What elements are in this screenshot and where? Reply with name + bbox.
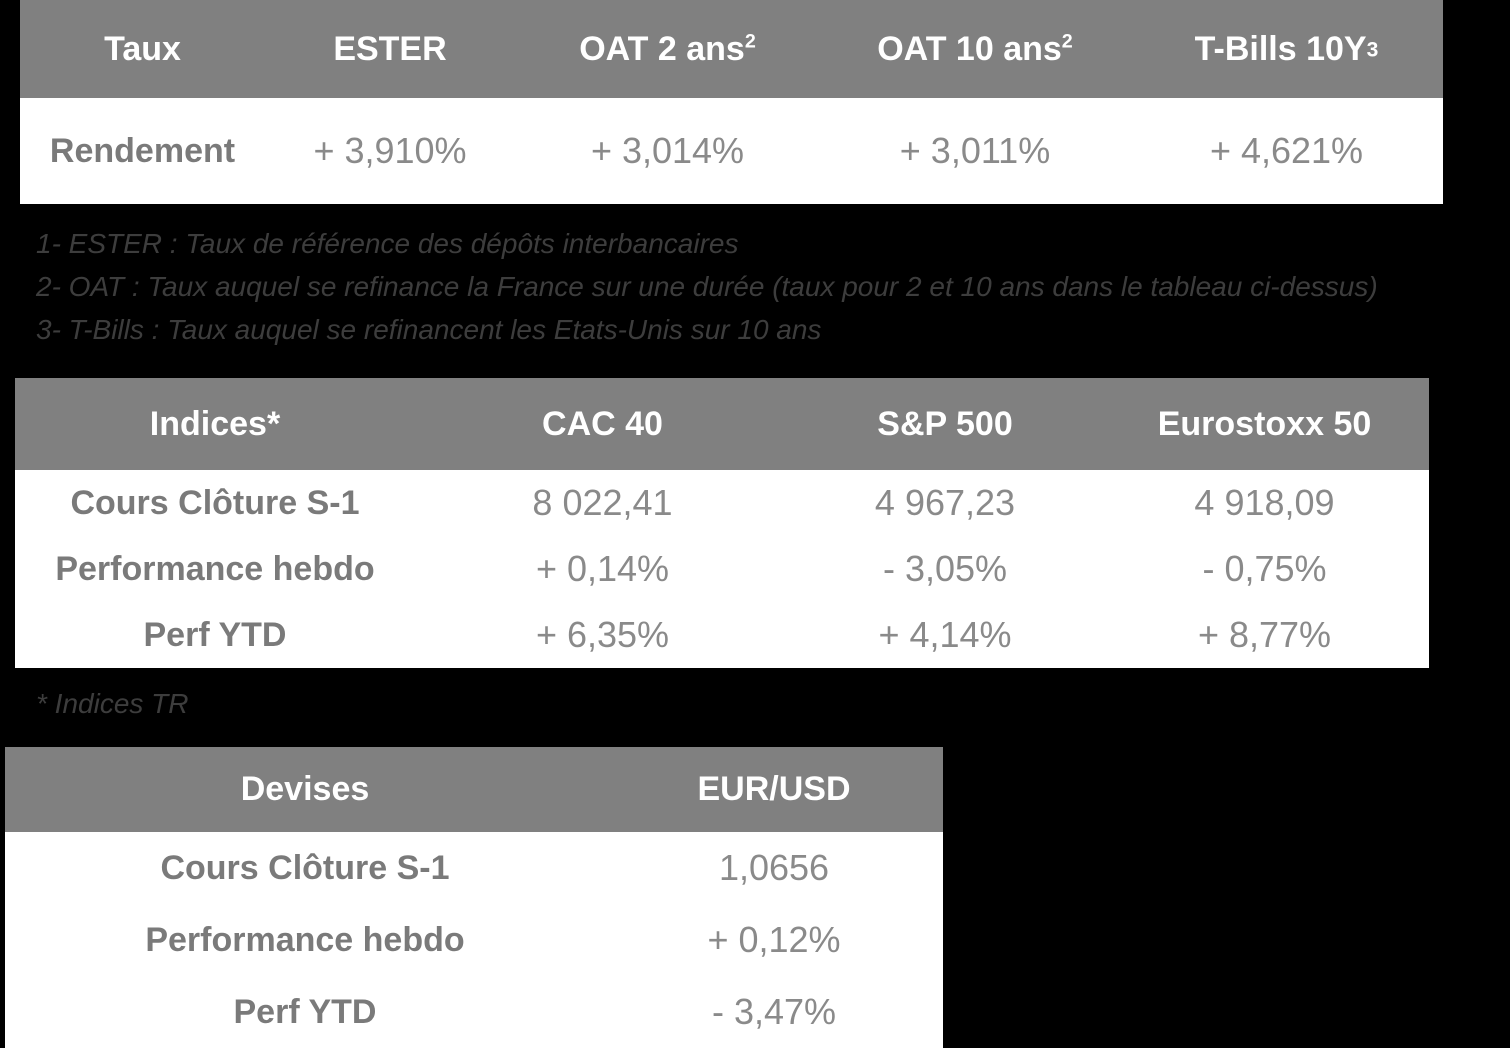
table-row: Performance hebdo + 0,14% - 3,05% - 0,75… [15,536,1429,602]
col-header-eurusd: EUR/USD [605,747,943,832]
row-header-rendement: Rendement [20,98,265,204]
cell-oat10-rendement: + 3,011% [820,98,1130,204]
devises-table: Devises EUR/USD Cours Clôture S-1 1,0656… [5,747,943,1048]
table-row: Cours Clôture S-1 8 022,41 4 967,23 4 91… [15,470,1429,536]
col-header-tbills-10y: T-Bills 10Y3 [1130,0,1443,98]
col-header-ester: ESTER [265,0,515,98]
indices-title: Indices* [15,378,415,470]
table-row: Rendement + 3,910% + 3,014% + 3,011% + 4… [20,98,1443,204]
cell-ester-rendement: + 3,910% [265,98,515,204]
footnote-tbills: 3- T-Bills : Taux auquel se refinancent … [36,314,822,345]
row-header-perf-ytd: Perf YTD [5,976,605,1048]
cell-eurusd-cours: 1,0656 [605,832,943,904]
footnote-marker: 3 [1366,38,1379,62]
row-header-perf-ytd: Perf YTD [15,602,415,668]
taux-table: Taux ESTER OAT 2 ans2 OAT 10 ans2 T-Bill… [20,0,1443,204]
indices-table: Indices* CAC 40 S&P 500 Eurostoxx 50 Cou… [15,378,1429,668]
col-header-cac40: CAC 40 [415,378,790,470]
taux-title: Taux [20,0,265,98]
cell-eurusd-ytd: - 3,47% [605,976,943,1048]
cell-tbills-rendement: + 4,621% [1130,98,1443,204]
table-row: Cours Clôture S-1 1,0656 [5,832,943,904]
row-header-cours-cloture: Cours Clôture S-1 [15,470,415,536]
row-header-perf-hebdo: Performance hebdo [5,904,605,976]
cell-sp500-ytd: + 4,14% [790,602,1100,668]
indices-header-row: Indices* CAC 40 S&P 500 Eurostoxx 50 [15,378,1429,470]
cell-cac40-ytd: + 6,35% [415,602,790,668]
cell-cac40-hebdo: + 0,14% [415,536,790,602]
footnote-ester: 1- ESTER : Taux de référence des dépôts … [36,228,739,259]
taux-footnotes: 1- ESTER : Taux de référence des dépôts … [36,222,1378,351]
cell-eurostoxx-ytd: + 8,77% [1100,602,1429,668]
table-row: Perf YTD + 6,35% + 4,14% + 8,77% [15,602,1429,668]
cell-eurostoxx-hebdo: - 0,75% [1100,536,1429,602]
cell-eurusd-hebdo: + 0,12% [605,904,943,976]
devises-header-row: Devises EUR/USD [5,747,943,832]
col-header-sp500: S&P 500 [790,378,1100,470]
cell-cac40-cours: 8 022,41 [415,470,790,536]
col-header-oat-2ans: OAT 2 ans2 [515,0,820,98]
cell-sp500-cours: 4 967,23 [790,470,1100,536]
table-row: Perf YTD - 3,47% [5,976,943,1048]
devises-title: Devises [5,747,605,832]
footnote-oat: 2- OAT : Taux auquel se refinance la Fra… [36,271,1378,302]
indices-tr-footnote: * Indices TR [36,688,189,719]
cell-eurostoxx-cours: 4 918,09 [1100,470,1429,536]
cell-oat2-rendement: + 3,014% [515,98,820,204]
table-row: Performance hebdo + 0,12% [5,904,943,976]
row-header-cours-cloture: Cours Clôture S-1 [5,832,605,904]
cell-sp500-hebdo: - 3,05% [790,536,1100,602]
taux-header-row: Taux ESTER OAT 2 ans2 OAT 10 ans2 T-Bill… [20,0,1443,98]
row-header-perf-hebdo: Performance hebdo [15,536,415,602]
footnote-marker: 2 [744,30,756,53]
footnote-marker: 2 [1061,30,1073,53]
col-header-oat-10ans: OAT 10 ans2 [820,0,1130,98]
col-header-eurostoxx50: Eurostoxx 50 [1100,378,1429,470]
